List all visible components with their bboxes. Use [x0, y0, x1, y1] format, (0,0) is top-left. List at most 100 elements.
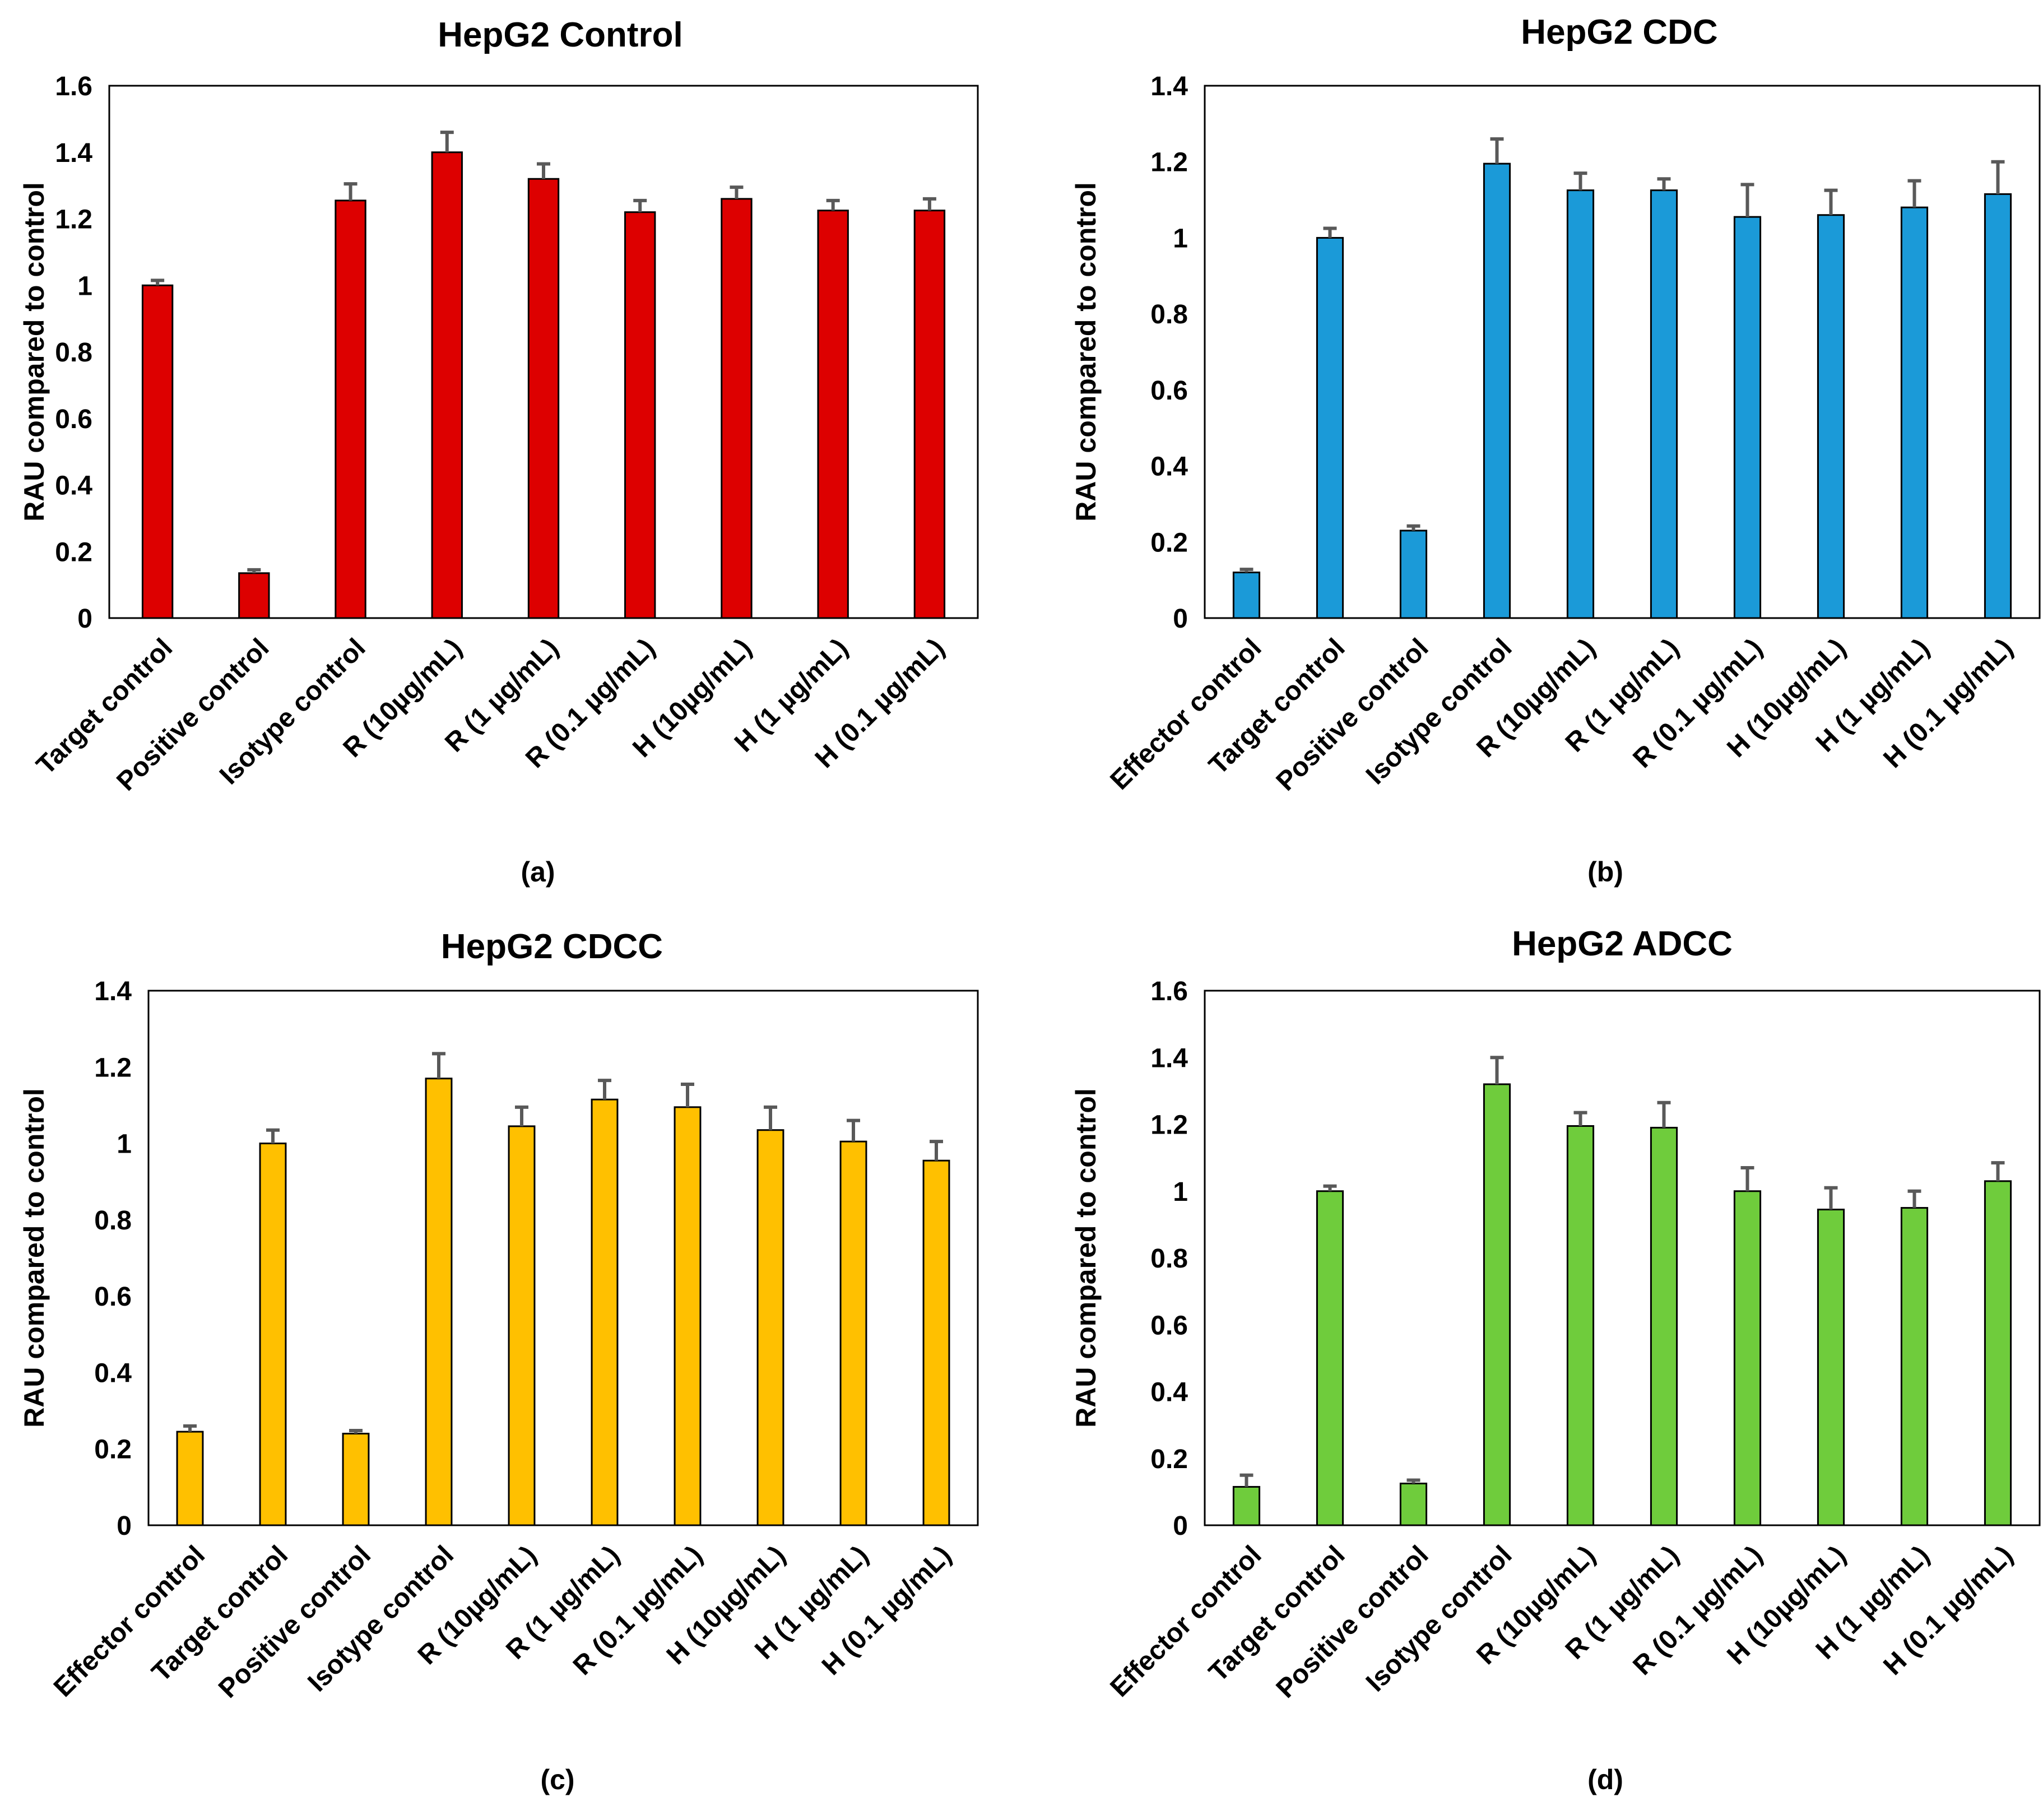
- chart-title: HepG2 Control: [438, 16, 682, 54]
- x-tick-label: Positive control: [213, 1540, 377, 1704]
- x-tick-label: Isotype control: [302, 1540, 459, 1698]
- y-tick-label: 0.8: [55, 338, 92, 368]
- bar: [1733, 1190, 1762, 1526]
- x-tick-label: Effector control: [1104, 633, 1267, 796]
- y-tick-label: 1.6: [1150, 977, 1188, 1006]
- bar: [624, 211, 656, 619]
- y-tick-label: 1: [1173, 1177, 1188, 1207]
- bar: [1232, 1485, 1261, 1526]
- bar: [1900, 206, 1929, 619]
- bar: [1483, 1083, 1511, 1526]
- y-tick-label: 0.4: [55, 471, 92, 501]
- panel-label: (c): [540, 1764, 574, 1795]
- y-tick-label: 0: [1173, 1511, 1188, 1541]
- y-tick-label: 0.8: [1150, 300, 1188, 329]
- bar: [756, 1129, 784, 1526]
- chart-panel-2: HepG2 CDCC RAU compared to control 0 0.2 0.4…: [18, 927, 979, 1795]
- y-tick-label: 0.6: [1150, 376, 1188, 406]
- bar: [1650, 1126, 1678, 1526]
- bar: [591, 1098, 619, 1526]
- chart-title: HepG2 ADCC: [1512, 925, 1733, 963]
- bar: [425, 1078, 453, 1526]
- bar: [1316, 1190, 1344, 1526]
- y-axis-label: RAU compared to control: [1070, 182, 1102, 522]
- chart-panel-1: HepG2 CDC RAU compared to control 0 0.2 0.4 0…: [1070, 13, 2041, 888]
- y-tick-label: 1: [117, 1130, 132, 1159]
- x-tick-label: Positive control: [1271, 633, 1434, 797]
- bar: [176, 1431, 204, 1526]
- x-tick-label: Isotype control: [1361, 1540, 1518, 1698]
- bar: [1399, 530, 1428, 619]
- bar: [1399, 1482, 1428, 1526]
- bar: [674, 1106, 702, 1526]
- bar: [335, 199, 366, 619]
- bar: [1817, 1209, 1845, 1526]
- bar: [839, 1140, 867, 1526]
- y-axis-label: RAU compared to control: [18, 182, 50, 522]
- plot-area-frame: [1204, 85, 2041, 619]
- plot-area-frame: [147, 990, 979, 1526]
- y-tick-label: 0.6: [1150, 1311, 1188, 1340]
- y-tick-label: 1.6: [55, 72, 92, 101]
- bar: [817, 210, 849, 619]
- y-tick-label: 0: [1173, 604, 1188, 634]
- panel-label: (b): [1587, 856, 1623, 888]
- bar: [721, 198, 753, 619]
- bar: [1650, 189, 1678, 619]
- y-axis-label: RAU compared to control: [1070, 1088, 1102, 1428]
- chart-panel-3: HepG2 ADCC RAU compared to control 0 0.2 0.4…: [1070, 925, 2041, 1795]
- panel-label: (a): [521, 856, 555, 888]
- x-tick-label: Positive control: [1271, 1540, 1434, 1704]
- x-tick-label: Isotype control: [1361, 633, 1518, 791]
- chart-title: HepG2 CDCC: [441, 927, 663, 966]
- y-tick-label: 1: [77, 271, 92, 301]
- y-tick-label: 0.4: [94, 1358, 132, 1388]
- bar: [1984, 193, 2012, 619]
- y-tick-label: 0.2: [1150, 1445, 1188, 1474]
- y-tick-label: 0: [77, 604, 92, 634]
- y-tick-label: 0.2: [1150, 528, 1188, 558]
- y-tick-label: 0: [117, 1511, 132, 1541]
- y-tick-label: 1: [1173, 224, 1188, 253]
- y-tick-label: 1.2: [1150, 1111, 1188, 1140]
- bar: [259, 1143, 287, 1526]
- y-tick-label: 1.2: [94, 1053, 132, 1083]
- y-tick-label: 1.2: [55, 205, 92, 235]
- y-tick-label: 1.4: [55, 138, 92, 168]
- bar: [1566, 1125, 1595, 1526]
- y-tick-label: 0.6: [55, 405, 92, 434]
- bar: [508, 1125, 536, 1526]
- bar: [1566, 189, 1595, 619]
- chart-panel-0: HepG2 Control RAU compared to control 0 0.2…: [18, 16, 979, 888]
- bar: [342, 1432, 370, 1526]
- bar: [1900, 1207, 1929, 1526]
- y-tick-label: 1.4: [1150, 1043, 1188, 1073]
- x-tick-label: Effector control: [48, 1540, 211, 1703]
- y-tick-label: 0.4: [1150, 452, 1188, 482]
- y-tick-label: 0.6: [94, 1282, 132, 1312]
- y-tick-label: 1.4: [1150, 72, 1188, 101]
- y-tick-label: 0.2: [94, 1435, 132, 1465]
- y-tick-label: 0.4: [1150, 1378, 1188, 1408]
- y-axis-label: RAU compared to control: [18, 1088, 50, 1428]
- y-tick-label: 0.2: [55, 537, 92, 567]
- bar: [1984, 1180, 2012, 1526]
- bar: [527, 178, 560, 619]
- bar: [1316, 236, 1344, 619]
- y-tick-label: 0.8: [94, 1206, 132, 1236]
- y-tick-label: 1.4: [94, 977, 132, 1006]
- panel-label: (d): [1587, 1764, 1623, 1795]
- bar: [1733, 216, 1762, 619]
- bar: [431, 151, 463, 619]
- bar: [1817, 214, 1845, 619]
- chart-title: HepG2 CDC: [1521, 13, 1717, 52]
- bar: [922, 1159, 950, 1526]
- bar: [913, 210, 946, 619]
- bar: [141, 284, 174, 619]
- y-tick-label: 1.2: [1150, 148, 1188, 178]
- x-tick-label: Effector control: [1104, 1540, 1267, 1703]
- bar: [238, 572, 270, 619]
- bar: [1483, 162, 1511, 619]
